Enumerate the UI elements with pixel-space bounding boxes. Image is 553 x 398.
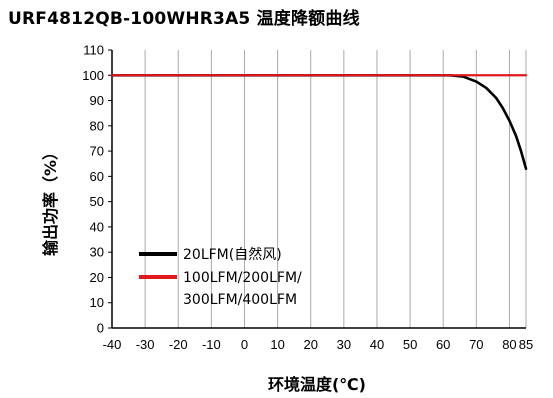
- y-tick-label: 0: [97, 321, 104, 336]
- x-tick-label: 20: [303, 337, 317, 352]
- x-tick-label: -20: [169, 337, 188, 352]
- y-tick-label: 10: [90, 295, 104, 310]
- y-tick-label: 60: [90, 169, 104, 184]
- tick-labels: 0 10 20 30 40 50 60 70 80 90 100 110 -40 -30 -20 -10 0 10…: [82, 43, 533, 353]
- x-tick-label: -10: [202, 337, 221, 352]
- x-tick-label: 50: [403, 337, 417, 352]
- y-tick-label: 80: [90, 118, 104, 133]
- y-tick-label: 50: [90, 194, 104, 209]
- x-tick-label: 70: [469, 337, 483, 352]
- chart-title: URF4812QB-100WHR3A5 温度降额曲线: [8, 9, 360, 29]
- legend-label-100lfm-line1: 100LFM/200LFM/: [183, 270, 302, 286]
- x-tick-label: 40: [370, 337, 384, 352]
- series-layer: [110, 73, 528, 171]
- x-tick-label: 0: [241, 337, 248, 352]
- y-tick-label: 70: [90, 144, 104, 159]
- legend: 20LFM(自然风) 100LFM/200LFM/ 300LFM/400LFM: [139, 246, 302, 308]
- series-line-0: [110, 73, 528, 171]
- y-tick-label: 100: [82, 68, 104, 83]
- x-tick-label: 10: [270, 337, 284, 352]
- y-tick-label: 20: [90, 270, 104, 285]
- axes-layer: [108, 49, 526, 329]
- legend-label-100lfm-line2: 300LFM/400LFM: [183, 292, 297, 308]
- x-tick-label: 60: [436, 337, 450, 352]
- x-tick-label: -40: [103, 337, 122, 352]
- y-tick-label: 90: [90, 93, 104, 108]
- x-axis-label: 环境温度(℃): [268, 375, 366, 394]
- legend-label-20lfm: 20LFM(自然风): [183, 246, 282, 263]
- x-tick-label: 85: [519, 337, 533, 352]
- y-tick-label: 30: [90, 245, 104, 260]
- x-tick-label: -30: [136, 337, 155, 352]
- x-tick-label: 80: [502, 337, 516, 352]
- x-tick-label: 30: [337, 337, 351, 352]
- y-tick-label: 110: [83, 43, 104, 58]
- y-axis-label: 输出功率（%）: [41, 144, 60, 256]
- y-tick-label: 40: [90, 219, 104, 234]
- grid-layer: [111, 50, 527, 328]
